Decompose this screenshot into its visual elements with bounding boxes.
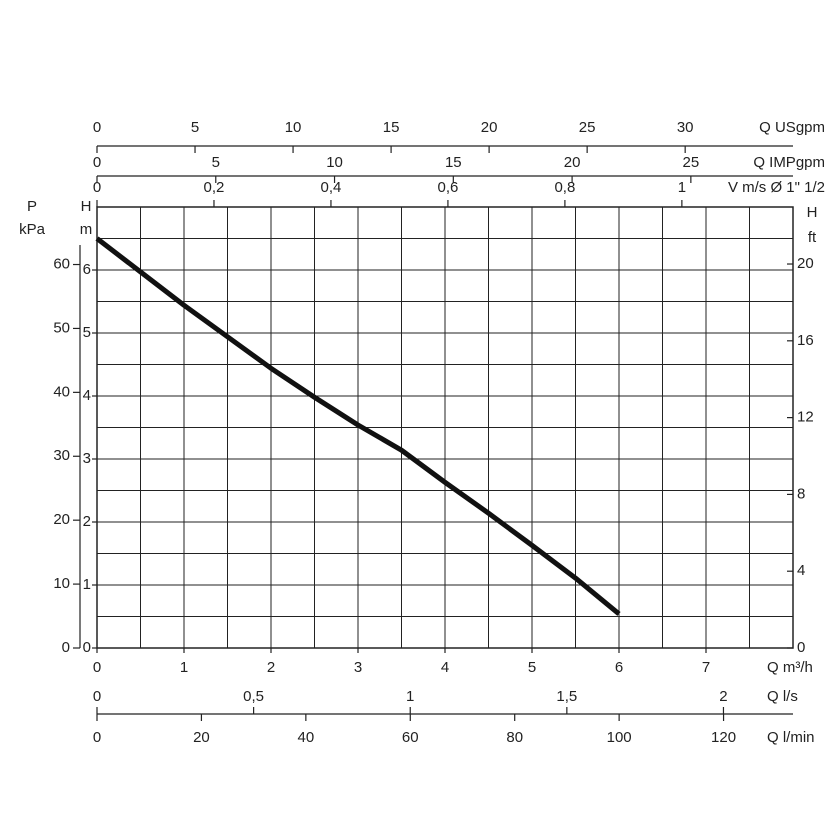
x-tick-label: 2 <box>267 659 275 676</box>
left-tick-label: 60 <box>53 255 70 272</box>
top-tick-label: 0,8 <box>554 179 575 196</box>
bottom-tick-label: 1,5 <box>556 688 577 705</box>
top-tick-label: 0 <box>93 154 101 171</box>
y-axis-label: m <box>80 221 93 238</box>
bottom-tick-label: 60 <box>402 729 419 746</box>
y-tick-label: 4 <box>83 387 91 404</box>
left-axis-label: kPa <box>19 221 46 238</box>
bottom-tick-label: 0 <box>93 729 101 746</box>
x-tick-label: 3 <box>354 659 362 676</box>
top-tick-label: 20 <box>564 154 581 171</box>
top-tick-label: 25 <box>683 154 700 171</box>
top-tick-label: 0,2 <box>204 179 225 196</box>
bottom-axis-label: Q l/s <box>767 688 798 705</box>
right-tick-label: 8 <box>797 485 805 502</box>
left-tick-label: 20 <box>53 511 70 528</box>
x-tick-label: 1 <box>180 659 188 676</box>
x-tick-label: 5 <box>528 659 536 676</box>
bottom-tick-label: 20 <box>193 729 210 746</box>
bottom-tick-label: 1 <box>406 688 414 705</box>
y-axis-label: H <box>81 198 92 215</box>
bottom-axis-label: Q l/min <box>767 729 815 746</box>
right-axis-label: ft <box>808 229 817 246</box>
top-axis-label: V m/s Ø 1" 1/2 <box>728 179 825 196</box>
y-tick-label: 2 <box>83 513 91 530</box>
right-tick-label: 0 <box>797 639 805 656</box>
bottom-tick-label: 0 <box>93 688 101 705</box>
y-tick-label: 0 <box>83 639 91 656</box>
top-tick-label: 10 <box>285 119 302 136</box>
left-tick-label: 40 <box>53 383 70 400</box>
y-tick-label: 1 <box>83 576 91 593</box>
top-tick-label: 30 <box>677 119 694 136</box>
left-axis-label: P <box>27 198 37 215</box>
pump-curve <box>95 236 621 616</box>
y-tick-label: 6 <box>83 261 91 278</box>
top-axis-label: Q USgpm <box>759 119 825 136</box>
top-tick-label: 1 <box>678 179 686 196</box>
y-tick-label: 3 <box>83 450 91 467</box>
top-tick-label: 15 <box>445 154 462 171</box>
y-tick-label: 5 <box>83 324 91 341</box>
x-tick-label: 7 <box>702 659 710 676</box>
x-tick-label: 6 <box>615 659 623 676</box>
top-tick-label: 25 <box>579 119 596 136</box>
right-tick-label: 12 <box>797 409 814 426</box>
bottom-tick-label: 40 <box>298 729 315 746</box>
left-tick-label: 10 <box>53 575 70 592</box>
left-tick-label: 30 <box>53 447 70 464</box>
bottom-tick-label: 80 <box>506 729 523 746</box>
top-tick-label: 5 <box>191 119 199 136</box>
right-tick-label: 16 <box>797 332 814 349</box>
top-tick-label: 15 <box>383 119 400 136</box>
top-axis-label: Q IMPgpm <box>753 154 825 171</box>
x-tick-label: 4 <box>441 659 449 676</box>
top-tick-label: 0,4 <box>321 179 342 196</box>
top-tick-label: 0 <box>93 119 101 136</box>
right-tick-label: 4 <box>797 562 805 579</box>
top-tick-label: 20 <box>481 119 498 136</box>
right-tick-label: 20 <box>797 255 814 272</box>
right-axis-label: H <box>807 204 818 221</box>
x-axis-label: Q m³/h <box>767 659 813 676</box>
bottom-tick-label: 120 <box>711 729 736 746</box>
bottom-tick-label: 0,5 <box>243 688 264 705</box>
top-tick-label: 5 <box>212 154 220 171</box>
x-tick-label: 0 <box>93 659 101 676</box>
top-tick-label: 0 <box>93 179 101 196</box>
bottom-tick-label: 100 <box>607 729 632 746</box>
left-tick-label: 0 <box>62 639 70 656</box>
left-tick-label: 50 <box>53 319 70 336</box>
bottom-tick-label: 2 <box>719 688 727 705</box>
top-tick-label: 10 <box>326 154 343 171</box>
top-tick-label: 0,6 <box>437 179 458 196</box>
